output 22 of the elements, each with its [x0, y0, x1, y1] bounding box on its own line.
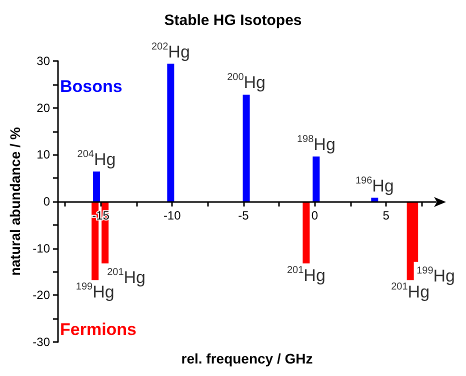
y-tick-label: -20 [32, 288, 50, 302]
bar [242, 94, 250, 202]
y-tick-label: 20 [36, 100, 50, 115]
x-tick-label: 0 [311, 208, 318, 222]
bar [371, 198, 378, 202]
bar [302, 202, 310, 264]
bar [93, 172, 100, 202]
x-tick-label: 5 [382, 208, 390, 222]
y-tick-label: 0 [43, 194, 50, 208]
x-axis-title: rel. frequency / GHz [181, 350, 313, 366]
y-tick-label: -30 [32, 335, 50, 349]
text: Fermions [60, 320, 137, 339]
bar [312, 156, 320, 202]
text: Bosons [60, 77, 122, 96]
y-tick-label: 30 [36, 54, 50, 68]
x-tick-label: -10 [163, 208, 182, 222]
y-axis-title: natural abundance / % [6, 126, 23, 276]
y-tick-label: 10 [36, 148, 50, 162]
bar [167, 64, 174, 202]
y-tick-label: -10 [32, 241, 50, 256]
chart-title: Stable HG Isotopes [164, 12, 302, 29]
x-tick-label: -5 [238, 208, 250, 222]
